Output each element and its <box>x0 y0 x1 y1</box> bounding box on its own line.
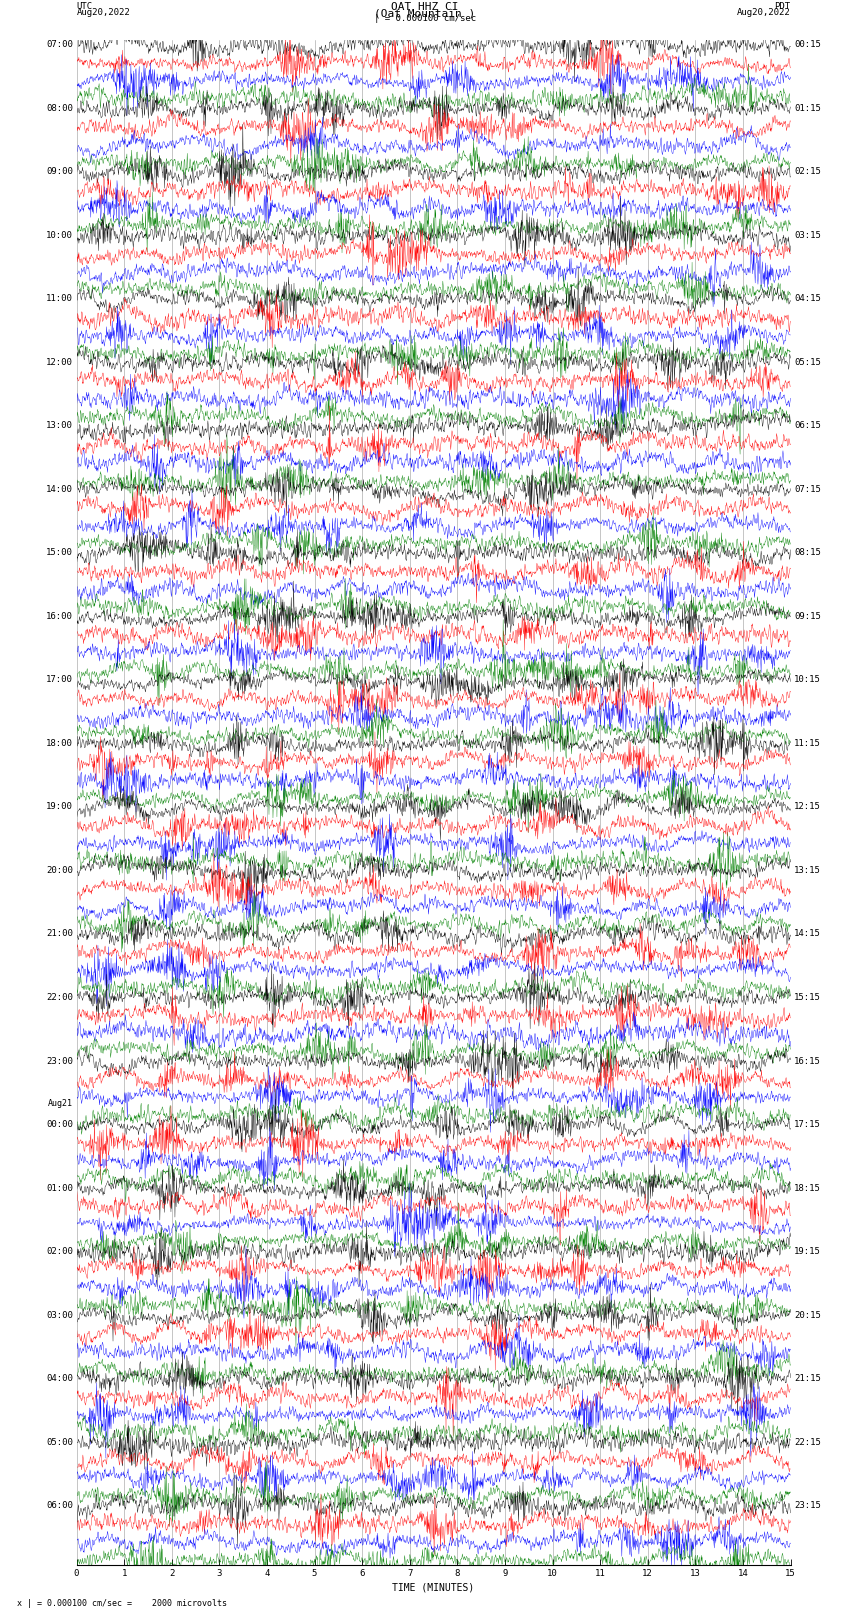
Text: Aug21: Aug21 <box>48 1098 73 1108</box>
Text: 20:00: 20:00 <box>46 866 73 874</box>
Text: 12:00: 12:00 <box>46 358 73 366</box>
Text: 03:00: 03:00 <box>46 1310 73 1319</box>
Text: 05:00: 05:00 <box>46 1437 73 1447</box>
Text: 18:00: 18:00 <box>46 739 73 748</box>
Text: 23:15: 23:15 <box>794 1502 821 1510</box>
Text: 08:15: 08:15 <box>794 548 821 558</box>
Text: 08:00: 08:00 <box>46 103 73 113</box>
Text: 17:00: 17:00 <box>46 676 73 684</box>
Text: PDT: PDT <box>774 3 790 11</box>
Text: 10:00: 10:00 <box>46 231 73 240</box>
Text: 21:15: 21:15 <box>794 1374 821 1382</box>
Text: 18:15: 18:15 <box>794 1184 821 1192</box>
Text: 02:00: 02:00 <box>46 1247 73 1257</box>
Text: 14:15: 14:15 <box>794 929 821 939</box>
Text: 15:00: 15:00 <box>46 548 73 558</box>
Text: 04:00: 04:00 <box>46 1374 73 1382</box>
Text: 04:15: 04:15 <box>794 294 821 303</box>
X-axis label: TIME (MINUTES): TIME (MINUTES) <box>393 1582 474 1592</box>
Text: 10:15: 10:15 <box>794 676 821 684</box>
Text: 06:15: 06:15 <box>794 421 821 431</box>
Text: OAT HHZ CI: OAT HHZ CI <box>391 3 459 13</box>
Text: 03:15: 03:15 <box>794 231 821 240</box>
Text: 07:00: 07:00 <box>46 40 73 50</box>
Text: 00:15: 00:15 <box>794 40 821 50</box>
Text: 00:00: 00:00 <box>46 1119 73 1129</box>
Text: | = 0.000100 cm/sec: | = 0.000100 cm/sec <box>374 13 476 23</box>
Text: 15:15: 15:15 <box>794 994 821 1002</box>
Text: 06:00: 06:00 <box>46 1502 73 1510</box>
Text: 13:15: 13:15 <box>794 866 821 874</box>
Text: Aug20,2022: Aug20,2022 <box>76 8 130 18</box>
Text: Aug20,2022: Aug20,2022 <box>737 8 791 18</box>
Text: 11:15: 11:15 <box>794 739 821 748</box>
Text: x | = 0.000100 cm/sec =    2000 microvolts: x | = 0.000100 cm/sec = 2000 microvolts <box>17 1598 227 1608</box>
Text: 09:00: 09:00 <box>46 168 73 176</box>
Text: 02:15: 02:15 <box>794 168 821 176</box>
Text: 23:00: 23:00 <box>46 1057 73 1066</box>
Text: 13:00: 13:00 <box>46 421 73 431</box>
Text: 01:15: 01:15 <box>794 103 821 113</box>
Text: 11:00: 11:00 <box>46 294 73 303</box>
Text: 19:00: 19:00 <box>46 803 73 811</box>
Text: 19:15: 19:15 <box>794 1247 821 1257</box>
Text: 22:00: 22:00 <box>46 994 73 1002</box>
Text: 21:00: 21:00 <box>46 929 73 939</box>
Text: (Oat Mountain ): (Oat Mountain ) <box>374 8 476 18</box>
Text: 14:00: 14:00 <box>46 486 73 494</box>
Text: 17:15: 17:15 <box>794 1119 821 1129</box>
Text: 09:15: 09:15 <box>794 611 821 621</box>
Text: UTC: UTC <box>76 3 93 11</box>
Text: 05:15: 05:15 <box>794 358 821 366</box>
Text: 12:15: 12:15 <box>794 803 821 811</box>
Text: 20:15: 20:15 <box>794 1310 821 1319</box>
Text: 16:00: 16:00 <box>46 611 73 621</box>
Text: 16:15: 16:15 <box>794 1057 821 1066</box>
Text: 07:15: 07:15 <box>794 486 821 494</box>
Text: 01:00: 01:00 <box>46 1184 73 1192</box>
Text: 22:15: 22:15 <box>794 1437 821 1447</box>
